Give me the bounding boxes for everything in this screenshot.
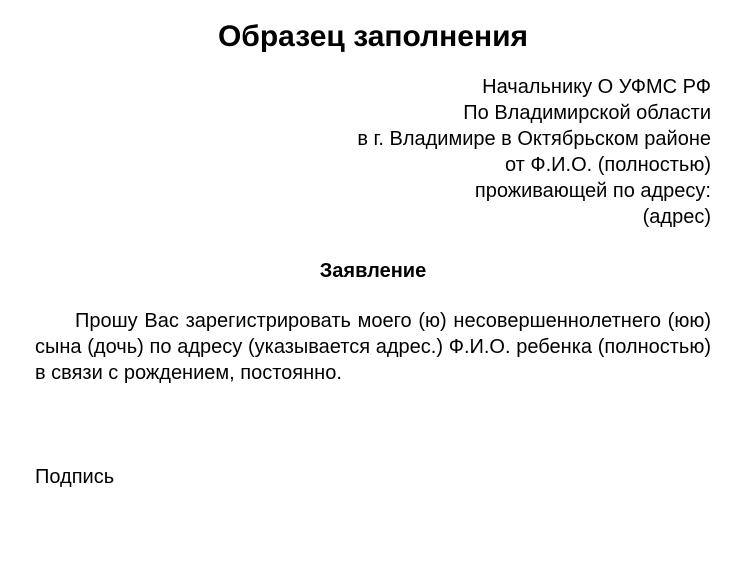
- application-title: Заявление: [35, 260, 711, 283]
- addressee-line-4: от Ф.И.О. (полностью): [35, 152, 711, 178]
- addressee-block: Начальнику О УФМС РФ По Владимирской обл…: [35, 74, 711, 230]
- addressee-line-2: По Владимирской области: [35, 100, 711, 126]
- addressee-line-5: проживающей по адресу:: [35, 178, 711, 204]
- addressee-line-6: (адрес): [35, 204, 711, 230]
- body-text: Прошу Вас зарегистрировать моего (ю) нес…: [35, 308, 711, 386]
- document-title: Образец заполнения: [35, 20, 711, 54]
- addressee-line-3: в г. Владимире в Октябрьском районе: [35, 126, 711, 152]
- addressee-line-1: Начальнику О УФМС РФ: [35, 74, 711, 100]
- signature-label: Подпись: [35, 466, 711, 489]
